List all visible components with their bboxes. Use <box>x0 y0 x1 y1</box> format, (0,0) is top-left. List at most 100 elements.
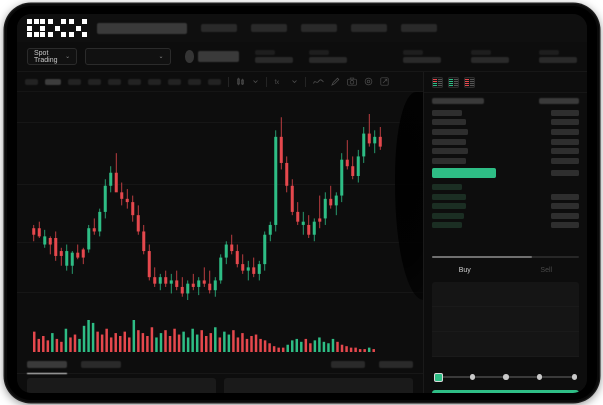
tab-order-history[interactable] <box>81 361 121 368</box>
ask-amount <box>551 157 579 164</box>
tab-sell[interactable]: Sell <box>540 267 553 274</box>
orderbook-mode-asks-icon[interactable] <box>464 77 475 88</box>
okx-logo[interactable] <box>27 19 87 37</box>
timeframe-button-9[interactable] <box>188 78 201 85</box>
orderbook-mode-bids-icon[interactable] <box>448 77 459 88</box>
orderbook-ask-row[interactable] <box>432 156 579 166</box>
chart-toolbar: fx <box>17 72 423 92</box>
device-frame: Spot Trading ⌄ ⌄ <box>5 4 599 402</box>
line-tool-icon[interactable] <box>313 78 324 86</box>
orderbook-bid-row[interactable] <box>432 221 579 231</box>
chevron-down-icon[interactable] <box>291 78 298 85</box>
timeframe-button-8[interactable] <box>168 78 181 85</box>
slider-stop-100[interactable] <box>571 374 577 380</box>
order-form <box>432 282 579 357</box>
timeframe-button-5[interactable] <box>108 78 121 85</box>
orderbook-bid-row[interactable] <box>432 201 579 211</box>
orderbook-price-header <box>432 98 484 104</box>
timeframe-button-2[interactable] <box>45 78 61 85</box>
indicators-icon[interactable]: fx <box>274 77 284 86</box>
orderbook-list[interactable] <box>424 93 587 230</box>
orders-action-2[interactable] <box>379 361 413 368</box>
toolbar-divider <box>228 76 229 87</box>
chart-gridline <box>17 184 423 185</box>
orderbook-mode-glyph <box>449 79 453 86</box>
chevron-down-icon[interactable] <box>252 78 259 85</box>
market-stat-label <box>309 49 329 55</box>
slider-handle[interactable] <box>434 372 443 382</box>
orderbook-ask-row[interactable] <box>432 137 579 147</box>
amount-field[interactable] <box>432 307 579 332</box>
gear-icon[interactable] <box>364 77 373 86</box>
depth-ratio-bar <box>432 256 579 258</box>
camera-icon[interactable] <box>347 77 357 86</box>
orders-action-1[interactable] <box>331 361 365 368</box>
slider-stop-50[interactable] <box>503 374 509 380</box>
bottom-panels <box>17 378 423 393</box>
orderbook-mode-buttons <box>424 72 587 93</box>
bid-price <box>432 183 462 190</box>
candlestick-icon[interactable] <box>236 77 245 86</box>
chart-gridline <box>17 242 423 243</box>
total-field[interactable] <box>432 332 579 357</box>
nav-item-1[interactable] <box>201 24 237 32</box>
pair-name-label <box>198 51 239 62</box>
orderbook-bid-row[interactable] <box>432 192 579 202</box>
tab-open-orders[interactable] <box>27 361 67 374</box>
bid-amount <box>551 212 579 219</box>
orderbook-ask-row[interactable] <box>432 127 579 137</box>
price-chart[interactable] <box>17 92 423 314</box>
nav-item-4[interactable] <box>351 24 387 32</box>
ask-price <box>432 148 468 155</box>
bid-price <box>432 222 462 229</box>
ask-amount <box>551 128 579 135</box>
timeframe-button-4[interactable] <box>88 78 101 85</box>
timeframe-button-6[interactable] <box>128 78 141 85</box>
slider-stop-75[interactable] <box>536 374 543 380</box>
market-stat-value <box>539 57 577 64</box>
bid-amount <box>551 193 579 200</box>
orderbook-ask-row[interactable] <box>432 146 579 156</box>
toolbar-divider <box>266 76 267 87</box>
orderbook-ask-row[interactable] <box>432 118 579 128</box>
market-stat-label <box>539 49 559 55</box>
orders-tab-bar <box>17 356 423 374</box>
fullscreen-icon[interactable] <box>380 77 389 86</box>
okx-logo-glyph <box>48 19 66 37</box>
nav-item-2[interactable] <box>251 24 287 32</box>
ask-amount <box>551 109 579 116</box>
timeframe-button-10[interactable] <box>208 78 221 85</box>
nav-item-5[interactable] <box>401 24 437 32</box>
timeframe-button-3[interactable] <box>68 78 81 85</box>
bottom-panel-right[interactable] <box>224 378 413 393</box>
candlestick-series <box>32 114 382 300</box>
timeframe-button-7[interactable] <box>148 78 161 85</box>
market-stat-label <box>403 49 423 55</box>
pencil-icon[interactable] <box>331 77 340 86</box>
place-buy-order-button[interactable] <box>432 390 579 393</box>
market-stat-label <box>471 49 491 55</box>
bid-price <box>432 212 464 219</box>
orderbook-mode-glyph <box>454 79 458 86</box>
orderbook-amount-header <box>539 98 579 104</box>
orderbook-bid-row[interactable] <box>432 211 579 221</box>
orderbook-mode-both-icon[interactable] <box>432 77 443 88</box>
nav-item-3[interactable] <box>301 24 337 32</box>
market-stat-label <box>255 49 275 55</box>
ask-amount <box>551 119 579 126</box>
market-stat-value <box>403 57 441 64</box>
orderbook-bid-row[interactable] <box>432 182 579 192</box>
trading-mode-select[interactable]: Spot Trading ⌄ <box>27 48 78 65</box>
okx-logo-glyph <box>27 19 45 37</box>
okx-logo-glyph <box>69 19 87 37</box>
pair-select[interactable]: ⌄ <box>85 48 171 65</box>
slider-stop-25[interactable] <box>469 374 476 380</box>
orderbook-ask-row[interactable] <box>432 108 579 118</box>
volume-series <box>33 320 375 352</box>
tab-buy[interactable]: Buy <box>458 267 471 274</box>
price-field[interactable] <box>432 282 579 307</box>
timeframe-button-1[interactable] <box>25 78 38 85</box>
amount-percent-slider[interactable] <box>434 372 577 382</box>
bottom-panel-left[interactable] <box>27 378 216 393</box>
search-input[interactable] <box>97 22 187 34</box>
